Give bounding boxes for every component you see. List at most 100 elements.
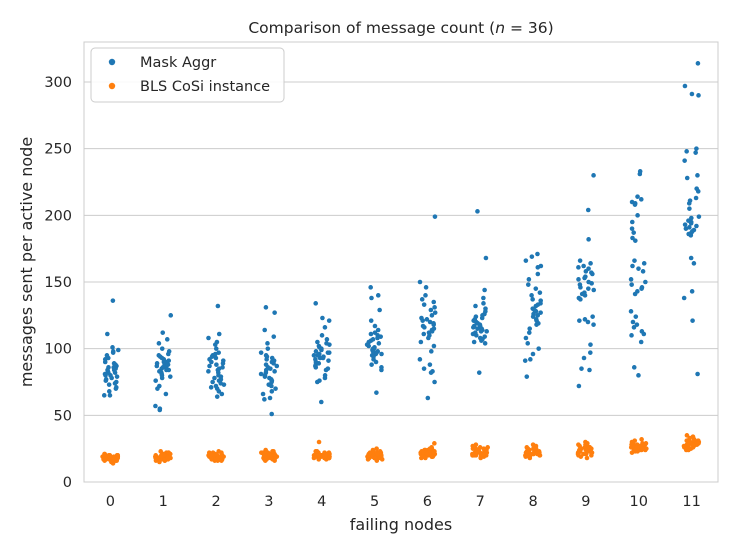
series-0 [101,61,702,417]
data-point [221,382,227,387]
data-point [273,454,279,459]
data-point [373,359,379,365]
data-point [476,370,482,375]
data-point [694,186,699,191]
data-point [112,370,118,375]
data-point [269,383,274,389]
data-point [425,395,431,401]
data-point [632,291,638,297]
data-point [629,226,635,231]
x-tick-label: 2 [211,494,220,510]
x-tick-label: 6 [423,494,432,510]
data-point [164,337,170,342]
data-point [432,214,438,219]
data-point [322,375,328,381]
data-point [581,355,587,361]
data-point [583,269,589,274]
data-point [536,321,541,326]
data-point [419,297,425,302]
data-point [103,455,109,461]
data-point [628,277,634,282]
data-point [115,453,120,458]
data-point [632,258,637,263]
data-points [100,61,702,466]
data-point [432,449,437,454]
data-point [635,213,640,218]
data-point [471,323,477,329]
data-point [101,393,107,398]
data-point [219,458,224,463]
data-point [161,359,167,365]
data-point [158,454,164,459]
data-point [368,318,374,323]
data-point [583,447,589,453]
data-point [482,287,487,293]
data-point [522,358,528,363]
data-point [322,325,328,330]
data-point [218,454,224,459]
data-point [370,337,376,342]
data-point [688,221,694,226]
data-point [524,449,530,454]
data-point [694,223,699,229]
data-point [643,441,649,446]
data-point [525,282,531,287]
data-point [629,333,634,338]
data-point [577,447,582,453]
data-point [577,258,583,263]
data-point [265,341,270,346]
data-point [475,209,480,214]
data-point [166,367,172,373]
data-point [110,461,116,466]
data-point [163,391,169,397]
data-point [538,298,543,303]
data-point [471,339,477,345]
data-point [532,307,537,313]
data-point [481,295,486,301]
data-point [265,450,271,455]
data-point [262,458,268,463]
data-point [156,341,162,346]
y-tick-labels: 0 50 100 150 200 250 300 [44,75,72,491]
data-point [269,379,274,385]
data-point [219,391,225,397]
y-tick-label: 300 [44,75,72,91]
data-point [379,351,384,357]
data-point [579,366,584,371]
data-point [641,331,647,337]
data-point [369,295,374,301]
data-point [319,333,325,338]
data-point [684,149,689,154]
data-point [629,442,634,447]
data-point [315,339,320,345]
data-point [272,369,277,374]
data-point [207,451,213,457]
data-point [687,206,692,211]
data-point [584,455,590,461]
data-point [213,346,219,351]
data-point [265,346,271,351]
data-point [213,355,219,361]
data-point [530,297,535,302]
data-point [484,329,489,334]
x-tick-label: 10 [630,494,648,510]
data-point [633,238,638,243]
data-point [374,446,379,451]
data-point [314,449,320,454]
data-point [526,330,532,335]
data-point [432,310,438,315]
x-tick-label: 9 [581,494,590,510]
data-point [427,446,433,451]
data-point [431,343,437,349]
chart-title: Comparison of message count (n = 36) [248,19,553,37]
data-point [688,255,694,261]
data-point [535,271,541,277]
data-point [260,391,266,397]
data-point [475,321,480,326]
data-point [632,202,638,207]
data-point [682,83,688,89]
data-point [429,329,435,334]
legend-label-mask-aggr: Mask Aggr [140,55,216,71]
data-point [106,389,112,394]
data-point [421,366,427,371]
